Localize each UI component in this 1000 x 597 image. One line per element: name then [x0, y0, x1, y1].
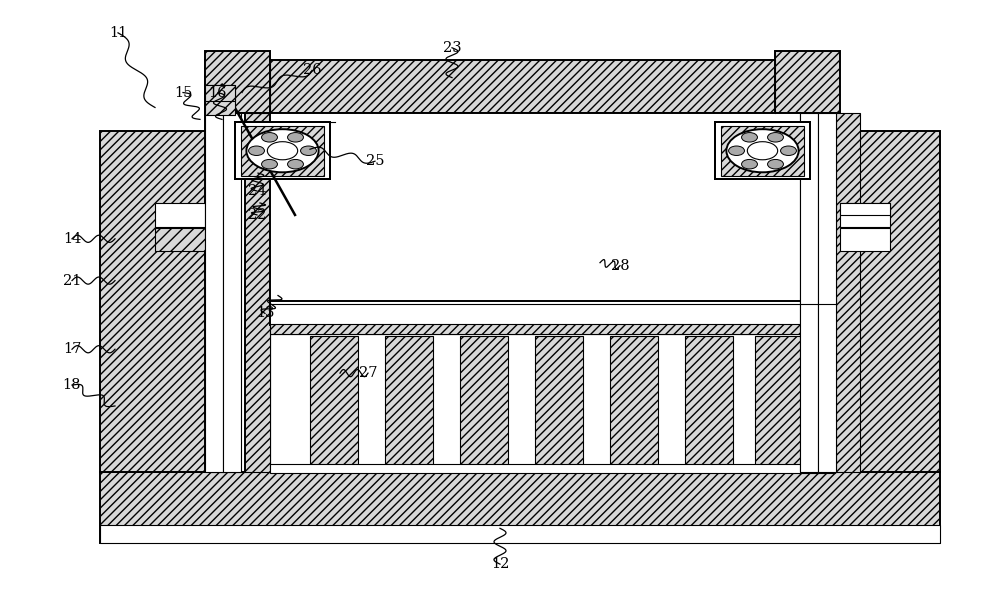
Bar: [715, 122, 810, 179]
Bar: [310, 336, 358, 472]
Text: 15: 15: [174, 85, 192, 100]
Bar: [818, 113, 836, 472]
Text: 13: 13: [256, 306, 274, 321]
Circle shape: [288, 133, 303, 142]
Bar: [205, 60, 835, 113]
Circle shape: [262, 133, 277, 142]
Bar: [155, 203, 205, 227]
Bar: [225, 113, 245, 472]
Text: 18: 18: [63, 378, 81, 392]
Circle shape: [249, 146, 264, 155]
Bar: [685, 336, 733, 472]
Bar: [205, 85, 235, 101]
Bar: [241, 126, 324, 176]
Bar: [270, 334, 835, 472]
Text: 14: 14: [63, 232, 81, 246]
Text: 22: 22: [248, 208, 266, 222]
Circle shape: [267, 141, 298, 160]
Text: 24: 24: [248, 184, 266, 198]
Circle shape: [288, 159, 303, 169]
Text: 23: 23: [443, 41, 461, 55]
Bar: [100, 472, 940, 543]
Circle shape: [781, 146, 796, 155]
Bar: [100, 525, 940, 543]
Bar: [270, 324, 835, 334]
Bar: [800, 113, 860, 472]
Bar: [235, 122, 330, 179]
Circle shape: [742, 159, 757, 169]
Bar: [840, 203, 890, 215]
Circle shape: [246, 129, 319, 173]
Bar: [721, 126, 804, 176]
Text: 17: 17: [63, 342, 81, 356]
Bar: [100, 131, 210, 472]
Bar: [790, 131, 940, 472]
Circle shape: [747, 141, 778, 160]
Text: 25: 25: [366, 154, 384, 168]
Bar: [205, 113, 225, 472]
Bar: [460, 336, 508, 472]
Bar: [385, 336, 433, 472]
Bar: [270, 464, 835, 473]
Text: 27: 27: [359, 366, 377, 380]
Circle shape: [729, 146, 744, 155]
Bar: [755, 336, 803, 472]
Bar: [270, 301, 835, 325]
Bar: [840, 203, 890, 227]
Bar: [535, 336, 583, 472]
Bar: [715, 122, 810, 179]
Text: 26: 26: [303, 63, 321, 78]
Text: 16: 16: [209, 85, 227, 100]
Text: 12: 12: [491, 557, 509, 571]
Text: 28: 28: [611, 259, 629, 273]
Circle shape: [726, 129, 799, 173]
Bar: [270, 113, 835, 304]
Text: 11: 11: [109, 26, 127, 40]
Bar: [610, 336, 658, 472]
Bar: [235, 122, 330, 179]
Circle shape: [768, 159, 783, 169]
Circle shape: [301, 146, 316, 155]
Text: 21: 21: [63, 273, 81, 288]
Bar: [205, 51, 270, 113]
Bar: [800, 113, 818, 472]
Bar: [223, 113, 241, 472]
Circle shape: [262, 159, 277, 169]
Bar: [840, 228, 890, 251]
Bar: [818, 113, 836, 472]
Bar: [775, 51, 840, 113]
Bar: [205, 85, 235, 115]
Circle shape: [742, 133, 757, 142]
Bar: [800, 113, 818, 472]
Bar: [155, 228, 205, 251]
Bar: [205, 113, 223, 472]
Bar: [210, 113, 270, 472]
Circle shape: [768, 133, 783, 142]
